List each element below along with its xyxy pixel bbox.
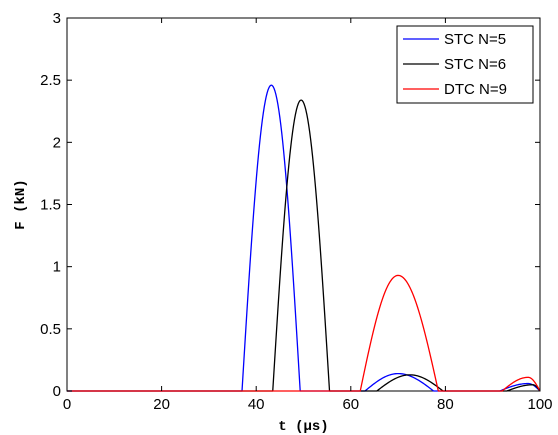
x-tick-label: 100 (527, 396, 552, 413)
series-line-stc-n-5 (67, 84, 541, 392)
y-tick-label: 1 (53, 259, 61, 276)
series-layer (67, 84, 541, 392)
x-tick-label: 80 (437, 396, 454, 413)
x-tick-label: 20 (153, 396, 170, 413)
legend-label-stc-n5: STC N=5 (444, 31, 506, 48)
x-axis-label: t (μs) (278, 419, 328, 435)
legend-label-dtc-n9: DTC N=9 (444, 81, 507, 98)
legend: STC N=5 STC N=6 DTC N=9 (396, 25, 534, 104)
y-tick-label: 2.5 (40, 72, 61, 89)
y-tick-label: 1.5 (40, 197, 61, 214)
y-tick-label: 0 (53, 383, 61, 400)
y-tick-label: 0.5 (40, 321, 61, 338)
legend-label-stc-n6: STC N=6 (444, 56, 506, 73)
series-line-dtc-n-9 (67, 274, 541, 392)
y-axis-label: F (kN) (13, 179, 29, 229)
y-tick-label: 3 (53, 10, 61, 27)
x-tick-label: 40 (248, 396, 265, 413)
x-tick-label: 60 (342, 396, 359, 413)
series-line-stc-n-6 (67, 99, 541, 392)
y-tick-label: 2 (53, 134, 61, 151)
x-tick-label: 0 (63, 396, 71, 413)
ticks-layer: 0 20 40 60 80 100 0 0.5 1 1.5 2 2.5 3 (40, 10, 552, 413)
